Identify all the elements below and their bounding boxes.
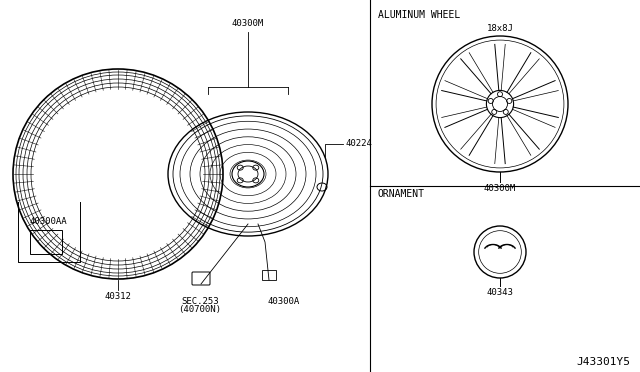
Text: ALUMINUM WHEEL: ALUMINUM WHEEL — [378, 10, 460, 20]
Text: 40300M: 40300M — [484, 184, 516, 193]
Text: 40300M: 40300M — [232, 19, 264, 28]
Text: J43301Y5: J43301Y5 — [576, 357, 630, 367]
Text: 40343: 40343 — [486, 288, 513, 297]
Text: ORNAMENT: ORNAMENT — [378, 189, 425, 199]
Bar — [30, 230, 62, 254]
Text: SEC.253: SEC.253 — [181, 297, 219, 306]
Text: (40700N): (40700N) — [179, 305, 221, 314]
Bar — [262, 270, 276, 280]
Text: 40300AA: 40300AA — [30, 217, 68, 226]
Text: 18x8J: 18x8J — [486, 24, 513, 33]
Text: 40224: 40224 — [345, 140, 372, 148]
Text: 40312: 40312 — [104, 292, 131, 301]
Text: 40300A: 40300A — [268, 297, 300, 306]
